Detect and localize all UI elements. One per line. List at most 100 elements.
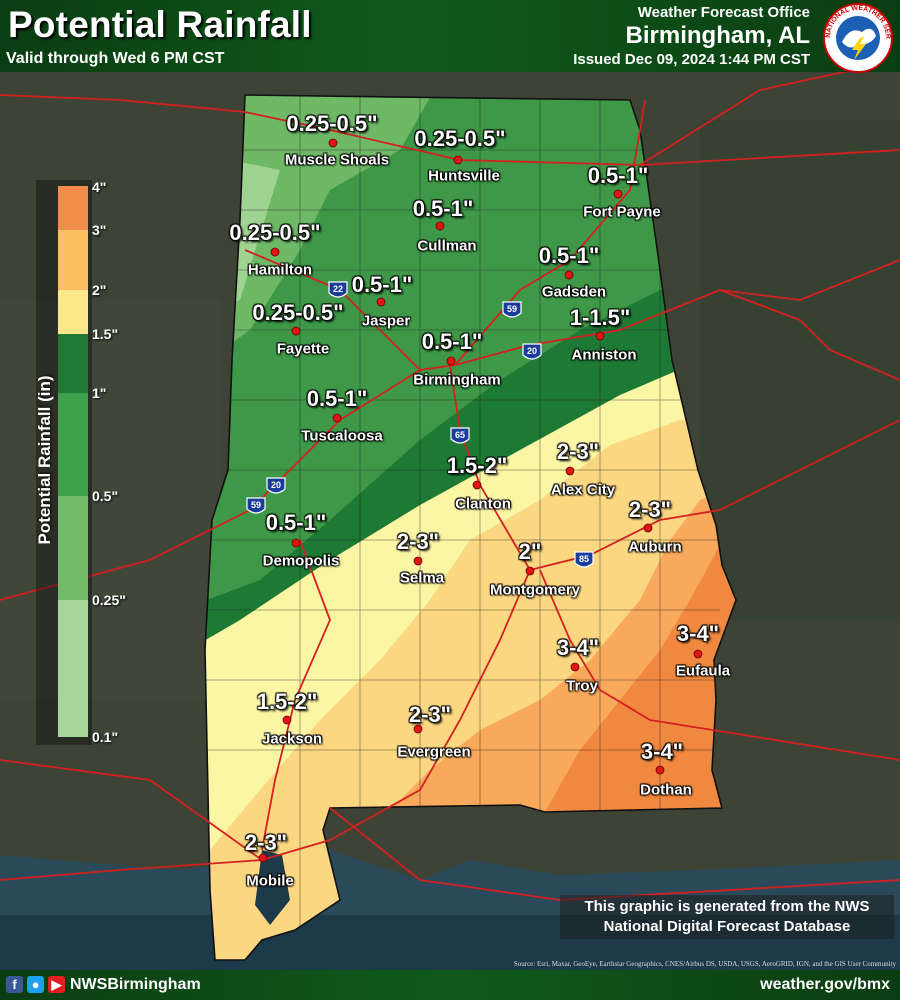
city-dot (258, 853, 268, 863)
mobile-bay (255, 850, 290, 925)
legend-tick: 1.5" (92, 326, 119, 342)
city-dot (435, 221, 445, 231)
city-label: Jasper (361, 312, 411, 330)
city-dot (655, 765, 665, 775)
legend-swatch (58, 290, 88, 334)
city-label: Dothan (640, 781, 692, 799)
city-label: Anniston (571, 346, 637, 364)
interstate-number: 20 (271, 480, 281, 490)
map-source-credit: Source: Esri, Maxar, GeoEye, Earthstar G… (513, 960, 896, 968)
city-label: Jackson (261, 730, 323, 748)
city-label: Fort Payne (583, 203, 661, 221)
rainfall-amount: 1.5-2" (256, 689, 318, 714)
city-dot (693, 649, 703, 659)
city-dot (472, 480, 482, 490)
website-link[interactable]: weather.gov/bmx (760, 976, 890, 993)
header-bar (0, 0, 900, 72)
city-label: Muscle Shoals (284, 151, 390, 169)
city-dot (282, 715, 292, 725)
city-dot (291, 538, 301, 548)
interstate-shield: 20 (522, 343, 542, 360)
legend-tick: 0.5" (92, 488, 119, 504)
rainfall-amount: 2-3" (556, 439, 600, 464)
terrain-patch (700, 120, 900, 620)
footer-bar (0, 970, 900, 1000)
city-dot (570, 662, 580, 672)
nws-logo: NATIONAL WEATHER SERVICE (822, 2, 893, 73)
legend-tick: 4" (92, 179, 107, 195)
city-label: Auburn (628, 538, 682, 556)
legend-tick: 0.1" (92, 729, 119, 745)
legend-tick: 1" (92, 385, 107, 401)
office-name: Birmingham, AL (625, 22, 810, 49)
rainfall-amount: 3-4" (556, 635, 600, 660)
city-label: Tuscaloosa (301, 427, 383, 445)
city-dot (291, 326, 301, 336)
city-label: Alex City (550, 481, 616, 499)
legend-swatch (58, 186, 88, 230)
legend-swatch (58, 230, 88, 290)
legend (36, 180, 92, 745)
interstate-shield: 20 (266, 477, 286, 494)
rainfall-amount: 2" (518, 539, 542, 564)
rainfall-amount: 1-1.5" (569, 305, 631, 330)
city-dot (643, 523, 653, 533)
interstate-number: 59 (251, 500, 261, 510)
rainfall-amount: 3-4" (676, 621, 720, 646)
city-label: Montgomery (490, 581, 580, 599)
city-label: Selma (399, 569, 445, 587)
rainfall-amount: 2-3" (628, 497, 672, 522)
rainfall-amount: 0.5-1" (412, 196, 474, 221)
city-label: Mobile (246, 872, 294, 890)
social-handle[interactable]: NWSBirmingham (70, 976, 201, 993)
legend-tick: 3" (92, 222, 107, 238)
rainfall-amount: 2-3" (408, 702, 452, 727)
city-label: Birmingham (413, 371, 501, 389)
rainfall-amount: 0.5-1" (306, 386, 368, 411)
city-dot (613, 189, 623, 199)
valid-through: Valid through Wed 6 PM CST (6, 50, 225, 67)
interstate-shield: 59 (502, 301, 522, 318)
interstate-shields: 22 59 20 65 20 59 85 (246, 281, 594, 568)
rainfall-amount: 0.5-1" (587, 163, 649, 188)
city-dot (525, 566, 535, 576)
band-0.25-0.5 (205, 95, 440, 380)
interstate-number: 85 (579, 554, 589, 564)
city-dot (270, 247, 280, 257)
youtube-icon[interactable]: ▶ (48, 976, 65, 993)
city-label: Gadsden (541, 283, 607, 301)
rainfall-amount: 1.5-2" (446, 453, 508, 478)
facebook-icon[interactable]: f (6, 976, 23, 993)
interstate-shield: 65 (450, 427, 470, 444)
rainfall-amount: 0.5-1" (538, 243, 600, 268)
interstate-shield: 59 (246, 497, 266, 514)
rainfall-amount: 3-4" (640, 739, 684, 764)
legend-swatch (58, 496, 88, 600)
issued-time: Issued Dec 09, 2024 1:44 PM CST (573, 51, 810, 68)
city-label: Fayette (276, 340, 330, 358)
city-dot (595, 331, 605, 341)
city-dot (413, 724, 423, 734)
rainfall-amount: 0.5-1" (351, 272, 413, 297)
terrain-patch (0, 300, 220, 700)
rainfall-amount: 0.5-1" (421, 329, 483, 354)
legend-tick: 0.25" (92, 592, 126, 608)
ndfd-note: This graphic is generated from the NWS N… (560, 895, 894, 939)
legend-title: Potential Rainfall (in) (35, 375, 54, 545)
rainfall-amount: 2-3" (244, 830, 288, 855)
city-dot (446, 356, 456, 366)
legend-swatch (58, 600, 88, 737)
interstate-shield: 85 (574, 551, 594, 568)
rainfall-amount: 0.25-0.5" (252, 300, 344, 325)
rainfall-amount: 0.25-0.5" (229, 220, 321, 245)
twitter-icon[interactable]: ● (27, 976, 44, 993)
office-label: Weather Forecast Office (637, 4, 810, 21)
city-dot (565, 466, 575, 476)
city-dot (413, 556, 423, 566)
rainfall-amount: 0.25-0.5" (286, 111, 378, 136)
rainfall-amount: 0.25-0.5" (414, 126, 506, 151)
city-label: Hamilton (247, 261, 313, 279)
city-dot (328, 138, 338, 148)
city-dot (453, 155, 463, 165)
